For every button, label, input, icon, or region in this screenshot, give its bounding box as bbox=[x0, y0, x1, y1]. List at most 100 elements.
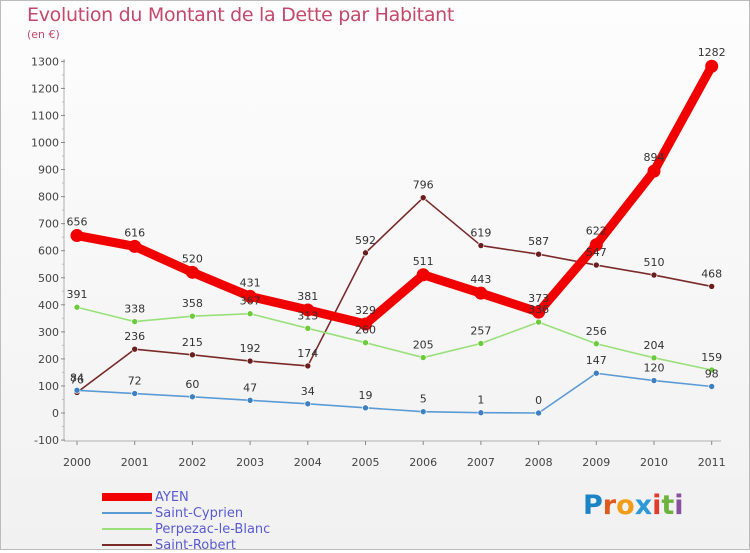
data-point-ayen bbox=[243, 289, 257, 303]
legend-swatch bbox=[102, 544, 152, 546]
logo-letter: i bbox=[652, 490, 662, 521]
y-tick-label: 400 bbox=[38, 299, 59, 312]
data-label-perpezac-le-blanc: 391 bbox=[67, 288, 88, 301]
data-point-saint-robert bbox=[304, 362, 312, 370]
data-point-perpezac-le-blanc bbox=[131, 318, 138, 325]
legend-label: Saint-Robert bbox=[155, 537, 236, 553]
data-label-ayen: 1282 bbox=[698, 46, 726, 59]
data-point-saint-cyprien bbox=[131, 390, 138, 397]
data-point-saint-cyprien bbox=[362, 404, 369, 412]
data-point-ayen bbox=[474, 286, 488, 300]
x-tick-label: 2006 bbox=[409, 456, 437, 469]
series-line-saint-cyprien bbox=[76, 372, 713, 414]
data-label-perpezac-le-blanc: 313 bbox=[297, 309, 318, 322]
legend-swatch bbox=[102, 493, 152, 501]
data-point-saint-robert bbox=[246, 357, 254, 365]
data-point-saint-robert bbox=[419, 194, 427, 201]
data-point-saint-cyprien bbox=[73, 386, 81, 394]
data-label-perpezac-le-blanc: 256 bbox=[586, 325, 607, 338]
x-tick-label: 2001 bbox=[121, 456, 149, 469]
data-label-saint-cyprien: 84 bbox=[70, 371, 84, 384]
data-label-ayen: 443 bbox=[470, 273, 491, 286]
chart-title: Evolution du Montant de la Dette par Hab… bbox=[27, 4, 455, 26]
data-label-ayen: 894 bbox=[644, 151, 665, 164]
data-label-saint-robert: 587 bbox=[528, 235, 549, 248]
y-tick-label: -100 bbox=[34, 434, 59, 447]
data-point-ayen bbox=[359, 317, 372, 331]
legend-item-ayen: AYEN bbox=[102, 489, 270, 505]
data-point-saint-cyprien bbox=[189, 393, 196, 401]
data-point-saint-cyprien bbox=[535, 409, 542, 417]
x-tick-label: 2009 bbox=[582, 456, 610, 469]
x-tick-label: 2002 bbox=[178, 456, 206, 469]
logo-letter: P bbox=[583, 490, 603, 521]
data-point-perpezac-le-blanc bbox=[73, 303, 81, 311]
data-label-saint-cyprien: 47 bbox=[243, 381, 257, 394]
data-label-ayen: 329 bbox=[355, 304, 376, 317]
logo-letter: r bbox=[602, 490, 617, 521]
data-point-saint-robert bbox=[592, 261, 600, 269]
logo-letter: t bbox=[661, 490, 675, 521]
data-label-saint-cyprien: 1 bbox=[477, 394, 484, 407]
legend-label: Saint-Cyprien bbox=[155, 505, 244, 521]
data-label-ayen: 520 bbox=[182, 252, 203, 265]
data-label-saint-cyprien: 5 bbox=[420, 393, 427, 406]
series-line-saint-robert bbox=[76, 196, 713, 394]
data-point-ayen bbox=[705, 59, 719, 73]
data-point-ayen bbox=[532, 305, 546, 319]
data-point-saint-robert bbox=[650, 271, 658, 279]
y-tick-label: 100 bbox=[38, 380, 59, 393]
data-label-perpezac-le-blanc: 338 bbox=[124, 303, 145, 316]
chart-unit-label: (en €) bbox=[27, 28, 60, 41]
x-tick-label: 2010 bbox=[640, 456, 668, 469]
data-point-saint-cyprien bbox=[419, 408, 427, 415]
data-point-ayen bbox=[128, 239, 142, 253]
logo-letter: o bbox=[616, 490, 635, 521]
data-point-saint-cyprien bbox=[304, 400, 312, 408]
data-point-ayen bbox=[589, 238, 603, 252]
data-label-ayen: 616 bbox=[124, 226, 145, 239]
legend-swatch bbox=[102, 528, 152, 530]
legend-item-saint-robert: Saint-Robert bbox=[102, 537, 270, 553]
x-tick-label: 2008 bbox=[525, 456, 553, 469]
x-tick-label: 2007 bbox=[467, 456, 495, 469]
legend-swatch bbox=[102, 512, 152, 514]
data-point-saint-robert bbox=[477, 242, 485, 249]
data-label-perpezac-le-blanc: 358 bbox=[182, 297, 203, 310]
data-point-saint-cyprien bbox=[246, 396, 254, 404]
data-label-saint-robert: 174 bbox=[297, 347, 318, 360]
y-tick-label: 0 bbox=[52, 407, 59, 420]
legend-item-saint-cyprien: Saint-Cyprien bbox=[102, 505, 270, 521]
data-label-saint-robert: 215 bbox=[182, 336, 203, 349]
data-label-perpezac-le-blanc: 257 bbox=[470, 324, 491, 337]
data-point-perpezac-le-blanc bbox=[708, 366, 716, 374]
data-label-perpezac-le-blanc: 367 bbox=[240, 295, 261, 308]
y-tick-label: 800 bbox=[38, 191, 59, 204]
data-label-saint-robert: 236 bbox=[124, 330, 145, 343]
data-point-perpezac-le-blanc bbox=[362, 339, 369, 346]
data-label-ayen: 431 bbox=[240, 276, 261, 289]
data-label-perpezac-le-blanc: 205 bbox=[413, 339, 434, 352]
data-point-saint-cyprien bbox=[650, 377, 658, 384]
data-label-perpezac-le-blanc: 159 bbox=[701, 351, 722, 364]
data-label-saint-robert: 592 bbox=[355, 234, 376, 247]
data-point-perpezac-le-blanc bbox=[650, 354, 658, 362]
data-point-ayen bbox=[416, 268, 430, 282]
data-point-perpezac-le-blanc bbox=[477, 340, 485, 347]
data-point-perpezac-le-blanc bbox=[304, 325, 312, 332]
data-label-saint-robert: 796 bbox=[413, 179, 434, 192]
data-label-ayen: 656 bbox=[67, 216, 88, 229]
y-tick-label: 600 bbox=[38, 245, 59, 258]
data-point-perpezac-le-blanc bbox=[246, 310, 254, 318]
data-label-saint-robert: 619 bbox=[470, 227, 491, 240]
logo-letter: x bbox=[634, 490, 653, 521]
data-label-saint-robert: 192 bbox=[240, 342, 261, 355]
y-tick-label: 1100 bbox=[31, 109, 59, 122]
data-label-saint-cyprien: 19 bbox=[359, 389, 373, 402]
data-label-saint-cyprien: 120 bbox=[644, 362, 665, 375]
legend-label: AYEN bbox=[155, 489, 189, 505]
data-label-perpezac-le-blanc: 260 bbox=[355, 324, 376, 337]
data-point-saint-robert bbox=[131, 345, 138, 353]
